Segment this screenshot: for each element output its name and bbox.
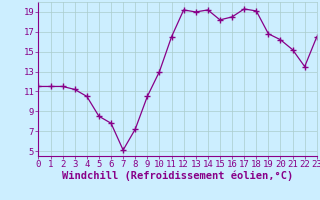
X-axis label: Windchill (Refroidissement éolien,°C): Windchill (Refroidissement éolien,°C) [62, 171, 293, 181]
